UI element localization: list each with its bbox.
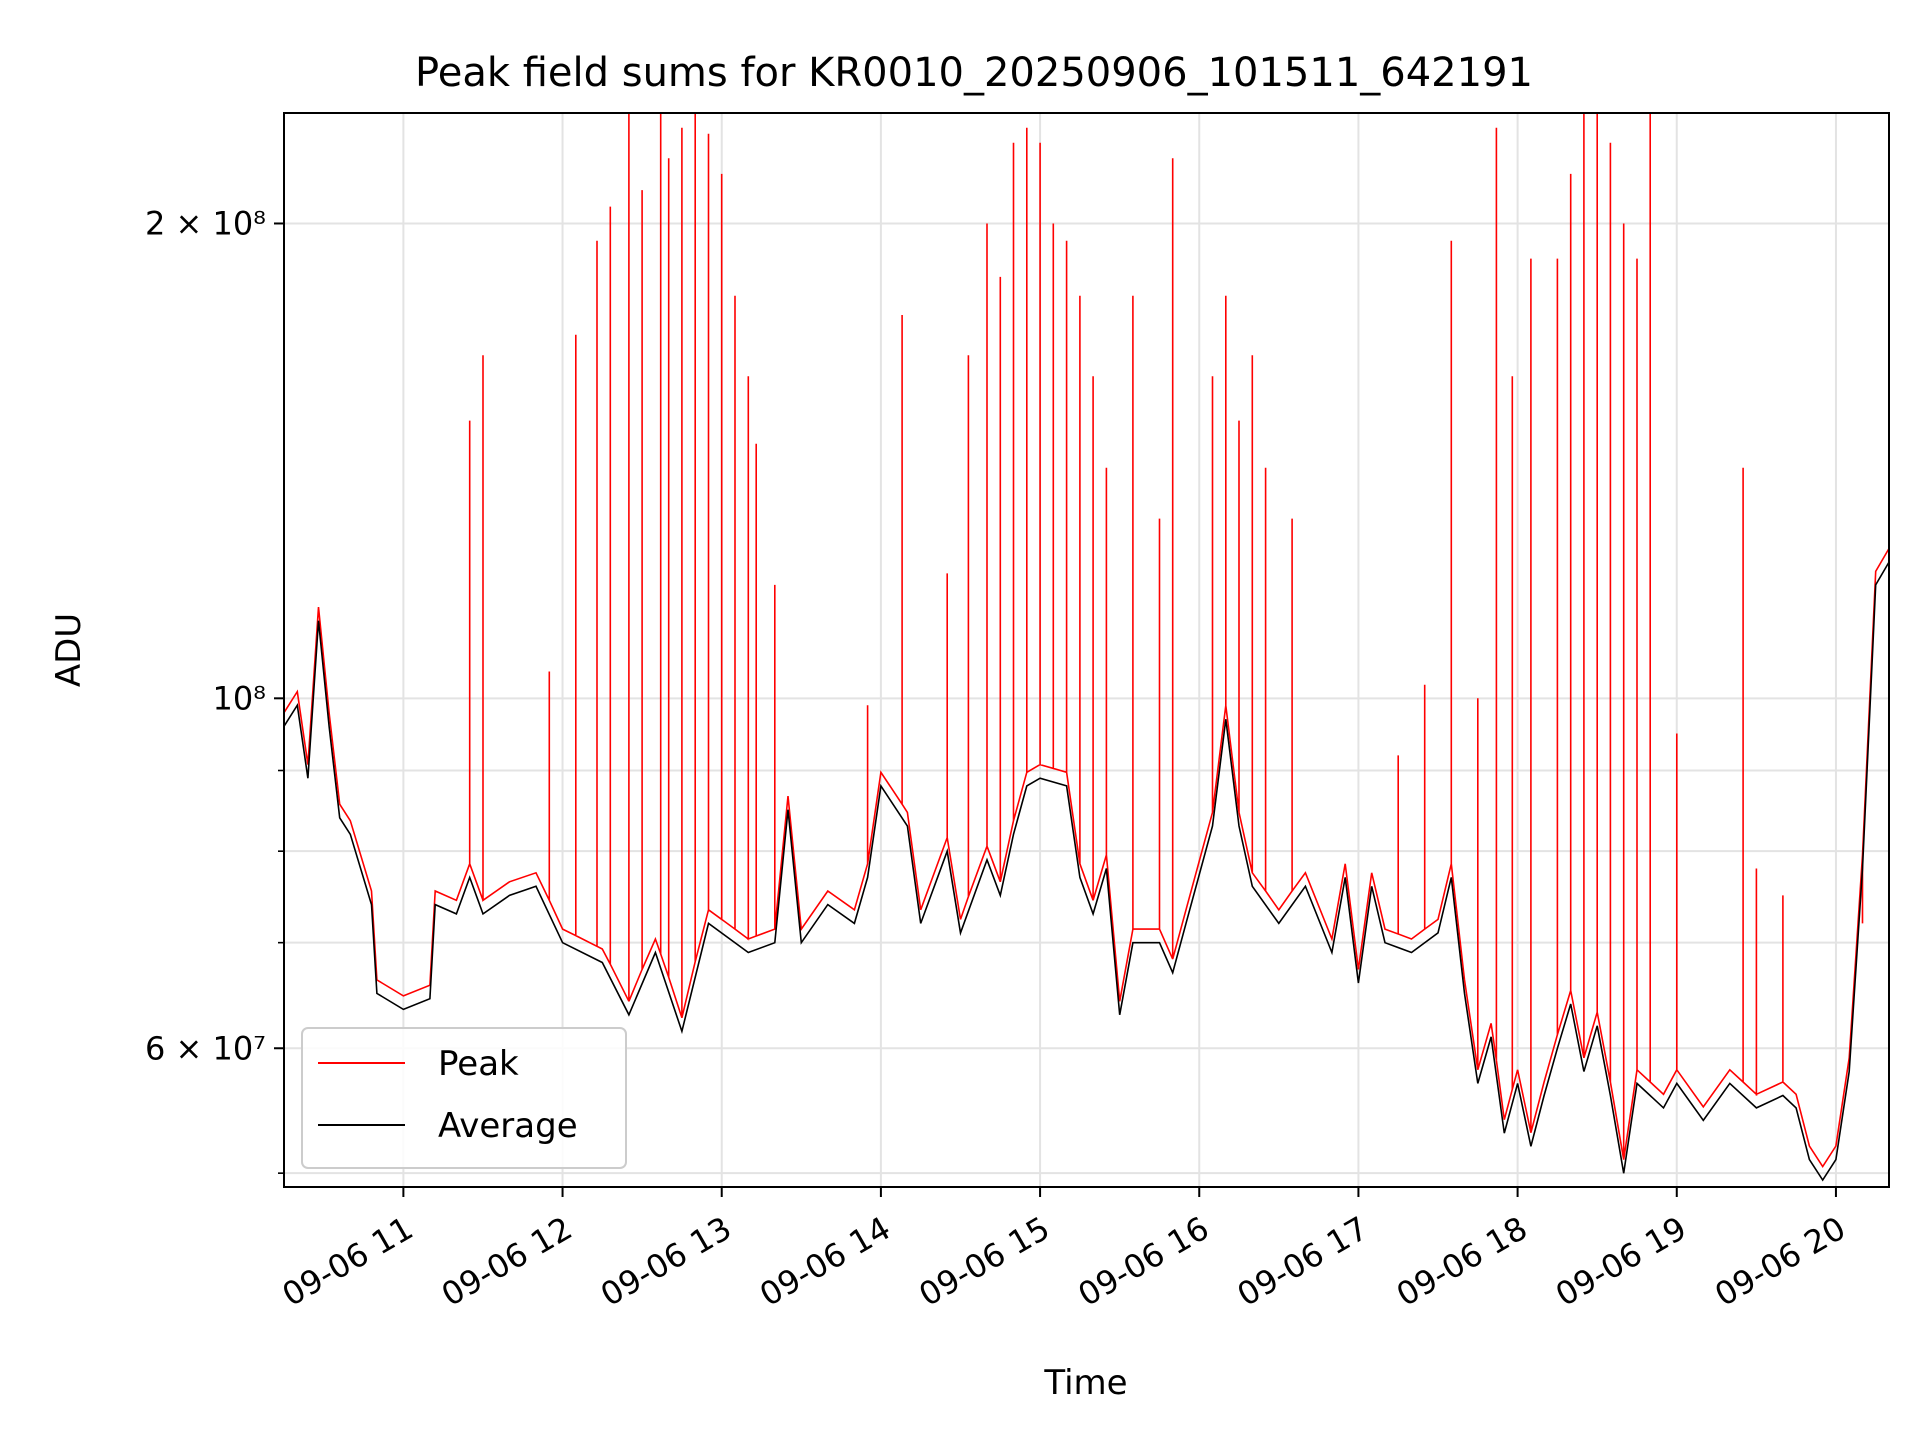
x-tick-label: 09-06 11 <box>276 1209 420 1314</box>
x-axis-label: Time <box>1043 1363 1127 1403</box>
plot-frame <box>283 112 1890 1188</box>
y-axis-label: ADU <box>49 613 89 687</box>
grid-lines <box>284 113 1889 1187</box>
x-tick-label: 09-06 19 <box>1549 1209 1693 1314</box>
x-tick-label: 09-06 14 <box>753 1209 897 1314</box>
chart-title: Peak field sums for KR0010_20250906_1015… <box>415 50 1533 96</box>
x-tick-label: 09-06 13 <box>594 1209 738 1314</box>
y-axis: 6 × 10⁷ 10⁸ 2 × 10⁸ <box>145 204 284 1174</box>
peak-series-line <box>283 113 1890 1168</box>
x-tick-label: 09-06 15 <box>912 1209 1056 1314</box>
legend: Peak Average <box>301 1027 627 1169</box>
average-series-line <box>283 561 1890 1182</box>
x-tick-label: 09-06 18 <box>1390 1209 1534 1314</box>
x-tick-label: 09-06 17 <box>1231 1209 1375 1314</box>
y-tick-label: 2 × 10⁸ <box>145 204 266 242</box>
legend-label-peak: Peak <box>438 1044 519 1084</box>
x-tick-label: 09-06 12 <box>435 1209 579 1314</box>
plot-series <box>283 113 1890 1182</box>
y-tick-label: 10⁸ <box>212 679 266 717</box>
x-tick-label: 09-06 20 <box>1708 1209 1852 1314</box>
legend-label-average: Average <box>438 1106 578 1146</box>
x-tick-label: 09-06 16 <box>1072 1209 1216 1314</box>
x-axis: 09-06 11 09-06 12 09-06 13 09-06 14 09-06 15… <box>276 1187 1852 1314</box>
y-tick-label: 6 × 10⁷ <box>145 1029 266 1067</box>
